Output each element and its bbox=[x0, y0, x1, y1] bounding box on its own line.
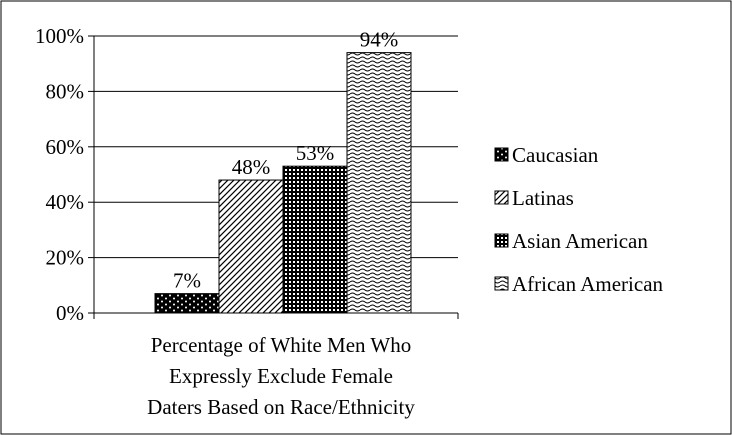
legend-swatch bbox=[494, 276, 509, 291]
y-tick-label: 60% bbox=[46, 135, 85, 159]
data-label: 7% bbox=[173, 269, 201, 293]
bar-caucasian bbox=[154, 293, 220, 314]
category-label-line: Daters Based on Race/Ethnicity bbox=[147, 395, 415, 419]
bar-african-american bbox=[346, 52, 412, 314]
data-label: 94% bbox=[360, 28, 399, 52]
y-axis-ticks: 0% 20% 40% 60% 80% 100% bbox=[35, 24, 94, 325]
category-label: Percentage of White Men Who Expressly Exc… bbox=[147, 333, 415, 419]
y-tick-label: 100% bbox=[35, 24, 84, 48]
legend-swatch bbox=[494, 147, 509, 162]
category-label-line: Expressly Exclude Female bbox=[169, 364, 393, 388]
data-label: 53% bbox=[296, 141, 335, 165]
bars bbox=[154, 52, 412, 314]
bar-latinas bbox=[218, 179, 284, 314]
legend-label: African American bbox=[512, 272, 664, 296]
y-tick-label: 0% bbox=[56, 301, 84, 325]
legend-swatch bbox=[494, 233, 509, 248]
y-tick-label: 20% bbox=[46, 246, 85, 270]
data-labels: 7% 48% 53% 94% bbox=[173, 28, 398, 293]
y-tick-label: 80% bbox=[46, 79, 85, 103]
category-label-line: Percentage of White Men Who bbox=[151, 333, 411, 357]
axes bbox=[93, 36, 459, 319]
legend-label: Latinas bbox=[512, 186, 574, 210]
y-tick-label: 40% bbox=[46, 190, 85, 214]
legend-label: Asian American bbox=[512, 229, 648, 253]
legend: Caucasian Latinas Asian American African Am… bbox=[494, 143, 664, 296]
data-label: 48% bbox=[232, 155, 271, 179]
bar-asian-american bbox=[282, 165, 348, 314]
legend-label: Caucasian bbox=[512, 143, 599, 167]
legend-swatch bbox=[494, 190, 509, 205]
